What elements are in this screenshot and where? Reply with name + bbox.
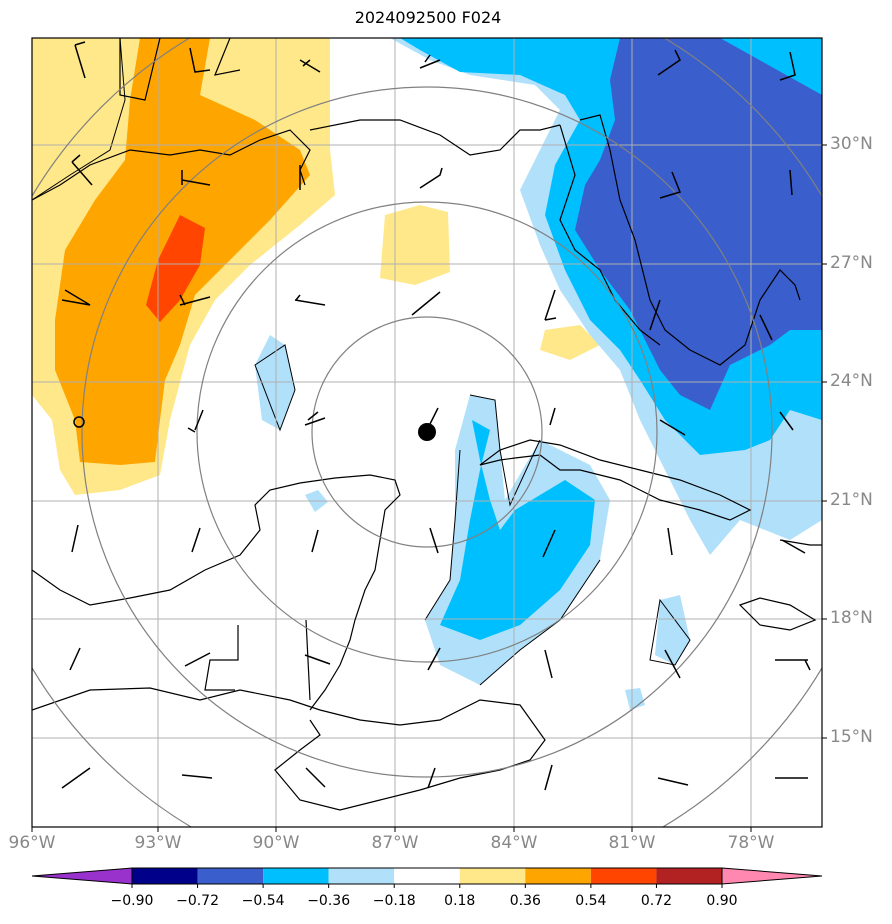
lon-label-81w: 81°W [608,833,656,853]
colorbar-segment [394,868,460,884]
reference-circle-marker [73,416,85,428]
storm-center-marker [418,423,436,441]
colorbar-tick-label: −0.54 [241,893,285,909]
colorbar [31,867,823,888]
lat-label-15n: 15°N [830,727,873,747]
lat-label-30n: 30°N [830,134,873,154]
lon-label-93w: 93°W [134,833,182,853]
colorbar-segment [263,868,329,884]
coastlines [32,38,822,811]
colorbar-segment [132,868,198,884]
colorbar-tick-label: 0.54 [575,893,607,909]
graticule [32,38,822,827]
positive-anomaly-fill [32,38,600,495]
colorbar-segment [525,868,591,884]
colorbar-segment [459,868,526,884]
map-frame [31,37,823,828]
range-rings [32,38,822,827]
colorbar-tick-label: −0.18 [372,893,416,909]
colorbar-segment [590,868,657,884]
colorbar-segment [656,868,722,884]
negative-anomaly-fill [255,38,822,710]
axis-ticks [31,144,827,832]
lon-label-90w: 90°W [252,833,300,853]
lon-label-78w: 78°W [727,833,775,853]
lat-label-27n: 27°N [830,253,873,273]
lon-label-87w: 87°W [371,833,419,853]
colorbar-tick-label: 0.72 [640,893,673,909]
lat-label-18n: 18°N [830,608,873,628]
colorbar-extension-low [31,867,133,885]
colorbar-segment [328,868,395,884]
colorbar-tick-label: 0.36 [509,893,541,909]
colorbar-tick-label: 0.90 [706,893,738,909]
colorbar-extension-high [721,867,823,885]
lat-label-24n: 24°N [830,371,873,391]
colorbar-tick-label: −0.72 [176,893,219,909]
lon-label-96w: 96°W [8,833,56,853]
colorbar-tick-label: 0.18 [444,893,476,909]
colorbar-tick-label: −0.90 [110,893,154,909]
map-title: 2024092500 F024 [354,8,502,27]
colorbar-segment [197,868,264,884]
wind-barbs [61,41,811,791]
lon-label-84w: 84°W [490,833,538,853]
colorbar-tick-label: −0.36 [307,893,351,909]
lat-label-21n: 21°N [830,490,873,510]
